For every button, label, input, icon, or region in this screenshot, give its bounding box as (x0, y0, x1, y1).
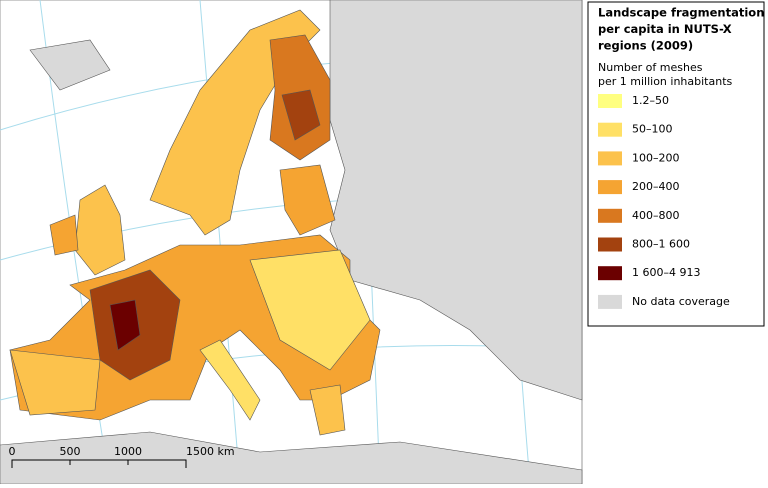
legend-title: Landscape fragmentation (598, 6, 764, 20)
no-data-iceland (29, 39, 111, 91)
legend-label: 400–800 (632, 209, 680, 222)
no-data-east (329, 0, 583, 401)
scale-label: 1000 (114, 445, 142, 458)
legend-label: 1 600–4 913 (632, 266, 700, 279)
legend-swatch (598, 208, 622, 223)
legend: Landscape fragmentation per capita in NUT… (598, 6, 764, 309)
legend-title: per capita in NUTS-X (598, 22, 732, 36)
eastern-europe (249, 249, 371, 371)
legend-swatch (598, 180, 622, 195)
scale-line (11, 459, 187, 468)
legend-subtitle: Number of meshes (598, 61, 703, 74)
legend-swatch (598, 151, 622, 166)
finland-core (281, 89, 321, 141)
greece (309, 384, 346, 436)
scale-label: 1500 km (186, 445, 235, 458)
italy (199, 339, 261, 421)
scale-label: 500 (60, 445, 81, 458)
legend-label: 800–1 600 (632, 238, 690, 251)
scale-bar: 0 500 1000 1500 km (9, 445, 235, 468)
legend-label: 1.2–50 (632, 94, 669, 107)
legend-label: 50–100 (632, 123, 673, 136)
legend-title: regions (2009) (598, 39, 693, 53)
france-core (109, 299, 141, 351)
legend-subtitle: per 1 million inhabitants (598, 75, 733, 88)
legend-label: 200–400 (632, 180, 680, 193)
legend-swatch (598, 94, 622, 108)
legend-swatch (598, 122, 622, 137)
legend-swatch (598, 266, 622, 281)
legend-label: No data coverage (632, 295, 730, 308)
scale-label: 0 (9, 445, 16, 458)
legend-label: 100–200 (632, 151, 680, 164)
ireland (49, 214, 79, 256)
legend-swatch (598, 294, 622, 309)
map (0, 0, 583, 485)
baltics (279, 164, 336, 236)
iberia (9, 349, 101, 416)
legend-swatch (598, 237, 622, 252)
